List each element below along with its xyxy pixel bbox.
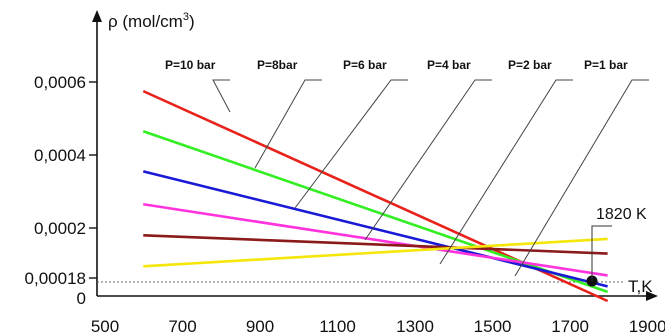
y-tick-label: 0,0006 xyxy=(34,73,86,92)
x-axis-title: T,K xyxy=(628,277,653,296)
x-tick-label: 700 xyxy=(168,317,196,336)
legend-leader-5 xyxy=(514,79,649,277)
series-line-2 xyxy=(142,170,608,288)
legend-leader-lines xyxy=(212,79,649,281)
labels: 00,00018 0,0002 0,0004 0,0006 500 700 900 1100 1… xyxy=(25,11,665,336)
legend-label-0: P=10 bar xyxy=(165,58,216,72)
x-tick-label: 1500 xyxy=(474,317,512,336)
legend-leader-1 xyxy=(254,79,322,169)
x-axis-arrow xyxy=(646,291,658,301)
y-axis-arrow xyxy=(92,10,102,22)
legend-label-3: P=4 bar xyxy=(427,58,471,72)
legend-leader-0 xyxy=(212,79,231,113)
y-axis-title-close: ) xyxy=(189,12,195,31)
y-tick-label: 0 xyxy=(77,289,86,308)
y-tick-label: 0,0004 xyxy=(34,146,86,165)
legend-leader-4 xyxy=(439,79,573,265)
series-lines xyxy=(142,89,609,303)
y-tick-label: 0,0002 xyxy=(34,219,86,238)
y-axis-title: ρ (mol/cm3) xyxy=(108,11,195,31)
legend-label-1: P=8bar xyxy=(257,58,298,72)
annotation-label: 1820 K xyxy=(596,206,647,223)
y-axis-title-main: ρ (mol/cm xyxy=(108,12,183,31)
y-axis-title-superscript: 3 xyxy=(183,11,189,23)
x-tick-label: 1300 xyxy=(396,317,434,336)
legend-label-4: P=2 bar xyxy=(508,58,552,72)
y-tick-label: 0,00018 xyxy=(25,269,86,288)
legend-label-2: P=6 bar xyxy=(343,58,387,72)
series-line-1 xyxy=(142,130,609,294)
axes xyxy=(89,10,658,301)
annotation-leader xyxy=(591,225,612,281)
legend-label-5: P=1 bar xyxy=(584,58,628,72)
x-tick-label: 1900 xyxy=(629,317,665,336)
x-tick-label: 900 xyxy=(246,317,274,336)
series-line-3 xyxy=(143,202,608,277)
series-line-5 xyxy=(143,237,608,268)
x-tick-label: 1100 xyxy=(319,317,356,336)
x-tick-label: 1700 xyxy=(551,317,589,336)
legend-leader-2 xyxy=(294,79,408,209)
x-tick-label: 500 xyxy=(91,317,119,336)
legend-leader-3 xyxy=(364,79,492,241)
